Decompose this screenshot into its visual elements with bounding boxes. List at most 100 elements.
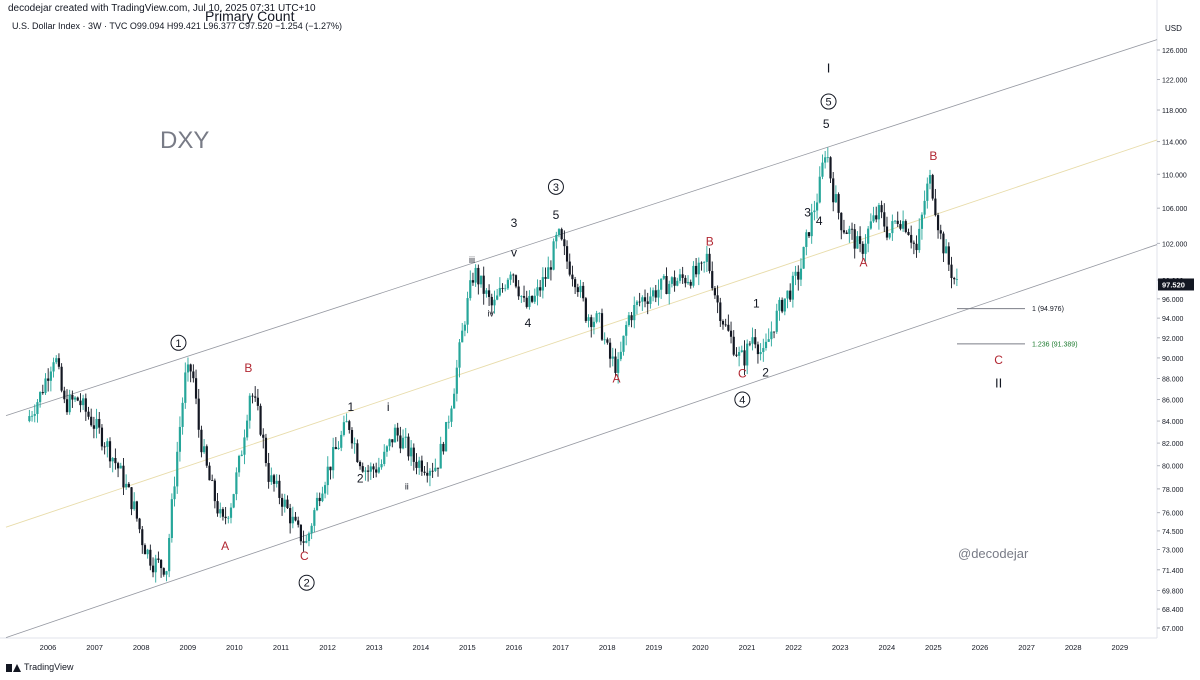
candle-body bbox=[651, 290, 655, 297]
candle-body bbox=[294, 516, 297, 521]
candle-body bbox=[762, 348, 765, 353]
candle-body bbox=[479, 275, 483, 285]
candle-body bbox=[824, 157, 827, 163]
price-tick-label: 106.000 bbox=[1162, 206, 1187, 213]
candle-body bbox=[149, 549, 152, 566]
candle-body bbox=[840, 212, 843, 231]
candle-body bbox=[778, 299, 781, 311]
author-watermark: @decodejar bbox=[958, 546, 1029, 561]
candle-body bbox=[899, 223, 902, 229]
candle-body bbox=[106, 441, 109, 447]
candle-body bbox=[44, 378, 47, 394]
candle-body bbox=[353, 443, 356, 445]
candle-body bbox=[552, 241, 555, 270]
candle-body bbox=[880, 205, 883, 213]
wave-label: 4 bbox=[739, 395, 745, 407]
wave-label: ii bbox=[405, 481, 409, 491]
candle-body bbox=[203, 446, 206, 453]
time-tick-label: 2027 bbox=[1018, 643, 1035, 652]
candle-body bbox=[684, 277, 687, 284]
candle-body bbox=[912, 242, 915, 244]
candle-body bbox=[170, 499, 173, 538]
candle-body bbox=[509, 274, 512, 280]
candle-body bbox=[337, 447, 340, 450]
candle-body bbox=[883, 212, 886, 227]
candle-body bbox=[197, 398, 200, 430]
candle-body bbox=[428, 470, 432, 476]
candle-body bbox=[111, 457, 114, 462]
candle-body bbox=[130, 487, 133, 510]
price-tick-label: 82.000 bbox=[1162, 441, 1184, 448]
candle-body bbox=[138, 518, 141, 530]
candle-body bbox=[719, 302, 722, 322]
candle-body bbox=[708, 253, 711, 272]
candle-body bbox=[936, 215, 940, 231]
candle-body bbox=[348, 421, 351, 430]
candle-body bbox=[821, 162, 824, 177]
candle-body bbox=[280, 497, 284, 507]
candle-body bbox=[412, 447, 415, 462]
candle-body bbox=[565, 246, 569, 262]
candle-body bbox=[498, 287, 501, 296]
candle-body bbox=[700, 262, 703, 264]
candle-body bbox=[313, 510, 316, 526]
candle-body bbox=[254, 396, 257, 398]
price-tick-label: 84.000 bbox=[1162, 419, 1184, 426]
candle-body bbox=[875, 215, 878, 220]
price-tick-label: 126.000 bbox=[1162, 48, 1187, 55]
candle-body bbox=[116, 463, 120, 469]
candle-body bbox=[63, 390, 66, 400]
candle-body bbox=[372, 466, 375, 470]
fib-level-label: 1.236 (91.389) bbox=[1032, 341, 1078, 348]
candle-body bbox=[114, 457, 117, 464]
candle-body bbox=[574, 279, 577, 288]
candle-body bbox=[501, 287, 504, 289]
tradingview-brand: TradingView bbox=[24, 662, 74, 672]
wave-label: 2 bbox=[762, 365, 769, 379]
candle-body bbox=[318, 497, 321, 502]
candle-body bbox=[657, 289, 660, 298]
candle-body bbox=[213, 480, 216, 502]
time-tick-label: 2006 bbox=[40, 643, 57, 652]
candle-body bbox=[775, 310, 778, 332]
candle-body bbox=[918, 228, 921, 251]
candle-body bbox=[608, 342, 612, 359]
wave-label-circle bbox=[734, 391, 751, 408]
price-tick-label: 74.500 bbox=[1162, 529, 1184, 536]
wave-label: 1 bbox=[175, 338, 181, 350]
candle-body bbox=[302, 541, 305, 543]
candle-body bbox=[471, 280, 475, 283]
time-tick-label: 2023 bbox=[832, 643, 849, 652]
candle-body bbox=[732, 336, 735, 355]
candle-body bbox=[377, 467, 380, 473]
candle-body bbox=[453, 393, 456, 409]
price-tick-label: 118.000 bbox=[1162, 108, 1187, 115]
candle-body bbox=[466, 298, 469, 325]
candle-body bbox=[168, 537, 171, 572]
wave-label: 5 bbox=[823, 117, 830, 131]
candle-body bbox=[614, 356, 617, 373]
candle-body bbox=[694, 265, 698, 275]
price-tick-label: 76.000 bbox=[1162, 511, 1184, 518]
price-tick-label: 68.400 bbox=[1162, 607, 1184, 614]
candle-body bbox=[928, 175, 932, 184]
candle-body bbox=[278, 480, 281, 498]
candle-body bbox=[28, 416, 31, 422]
candle-body bbox=[151, 565, 155, 573]
candle-body bbox=[307, 533, 311, 541]
candle-body bbox=[100, 427, 104, 447]
candle-body bbox=[216, 501, 219, 514]
candle-body bbox=[84, 398, 87, 412]
candle-body bbox=[834, 194, 837, 203]
candle-body bbox=[227, 517, 230, 519]
price-tick-label: 73.000 bbox=[1162, 548, 1184, 555]
candle-body bbox=[595, 313, 598, 322]
candle-body bbox=[95, 418, 98, 429]
candle-body bbox=[396, 427, 399, 436]
wave-label: 2 bbox=[304, 578, 310, 590]
candle-body bbox=[531, 295, 534, 302]
wave-label-circle bbox=[298, 574, 315, 591]
wave-label: II bbox=[995, 376, 1002, 391]
price-axis-unit: USD bbox=[1165, 24, 1182, 33]
